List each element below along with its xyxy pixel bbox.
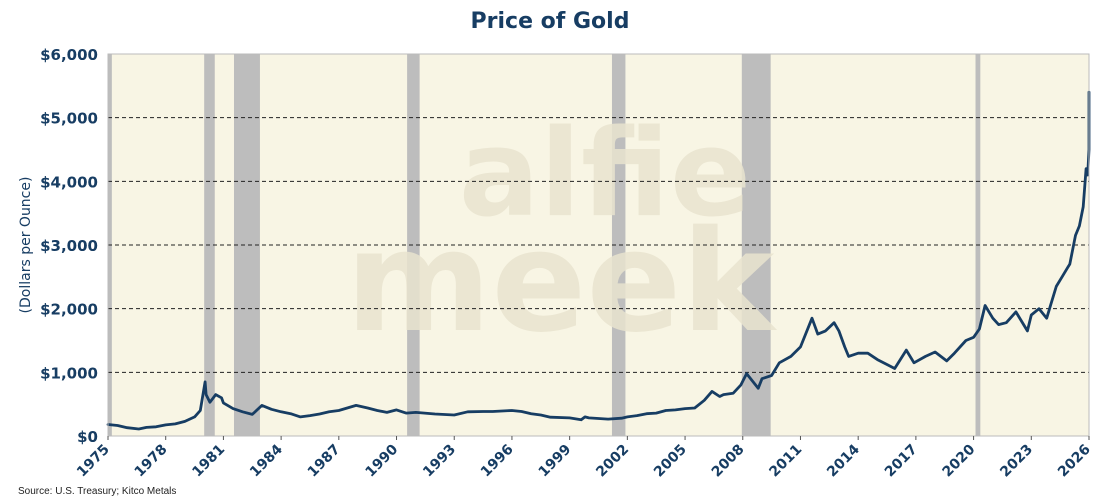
gridlines xyxy=(108,117,1089,373)
y-tick-label: $6,000 xyxy=(40,46,98,64)
y-tick-label: $5,000 xyxy=(40,110,98,128)
plot-border xyxy=(107,53,1090,437)
x-tick-label: 1984 xyxy=(247,441,286,480)
x-tick-label: 2026 xyxy=(1055,442,1094,481)
x-tick-label: 2014 xyxy=(824,441,863,480)
recession-band xyxy=(611,54,626,436)
y-tick-label: $1,000 xyxy=(40,364,98,382)
x-tick-label: 1981 xyxy=(189,442,228,481)
x-tick-label: 1993 xyxy=(420,442,459,481)
recession-band xyxy=(407,54,420,436)
y-axis-label: (Dollars per Ounce) xyxy=(18,177,34,314)
x-tick-label: 1987 xyxy=(305,442,344,481)
y-tick-label: $0 xyxy=(77,428,98,446)
y-tick-label: $4,000 xyxy=(40,173,98,191)
x-tick-label: 1996 xyxy=(478,442,517,481)
watermark: alfie meek xyxy=(346,105,778,364)
x-tick-label: 1990 xyxy=(362,441,401,480)
x-tick-label: 2011 xyxy=(766,442,805,481)
x-tick-label: 2002 xyxy=(593,442,632,481)
x-tick-label: 2005 xyxy=(651,442,690,481)
x-tick-label: 1975 xyxy=(74,442,113,481)
chart-title: Price of Gold xyxy=(471,9,630,34)
watermark-line-1: alfie xyxy=(459,105,751,244)
x-tick-label: 2023 xyxy=(997,442,1036,481)
x-axis-ticks: 1975 1978 1981 1984 1987 1990 1993 1996 1999 2002… xyxy=(74,436,1094,480)
gold-price-line xyxy=(106,90,1091,431)
x-tick-label: 1978 xyxy=(132,442,171,481)
y-axis-ticks: $0 $1,000 $2,000 $3,000 $4,000 $5,000 $6,000 xyxy=(40,46,98,446)
source-note: Source: U.S. Treasury; Kitco Metals xyxy=(18,486,176,497)
y-tick-label: $3,000 xyxy=(40,237,98,255)
x-tick-label: 2017 xyxy=(882,442,921,481)
y-tick-label: $2,000 xyxy=(40,301,98,319)
watermark-line-2: meek xyxy=(346,201,778,364)
x-tick-label: 2008 xyxy=(709,442,748,481)
x-tick-label: 2020 xyxy=(940,441,979,480)
plot-area: alfie meek xyxy=(106,53,1091,437)
x-tick-label: 1999 xyxy=(536,442,575,481)
